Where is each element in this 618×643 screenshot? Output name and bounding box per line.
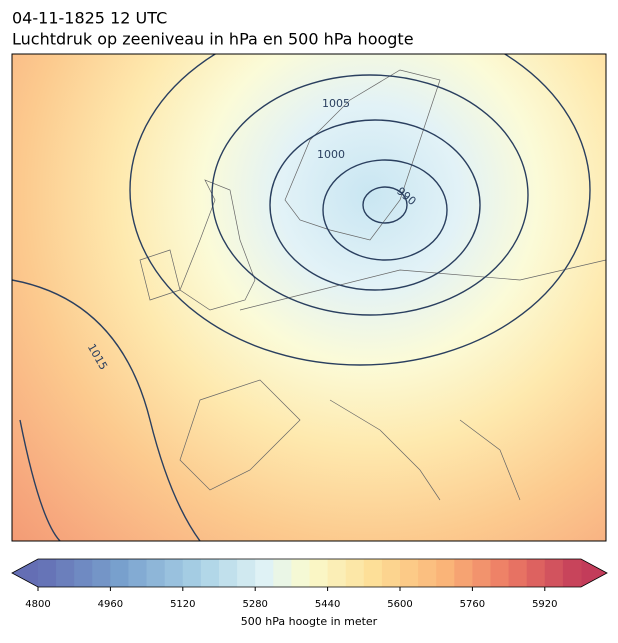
colorbar-frame	[11, 558, 608, 588]
colorbar-tick-label: 4960	[98, 599, 123, 610]
colorbar-segment	[146, 559, 166, 587]
colorbar-segment	[237, 559, 256, 587]
colorbar-tick-label: 5760	[460, 599, 485, 610]
colorbar-tick-label: 5920	[532, 599, 557, 610]
colorbar-segment	[454, 559, 473, 587]
colorbar-label: 500 hPa hoogte in meter	[241, 615, 378, 628]
colorbar-segment	[544, 559, 564, 587]
colorbar-segment	[92, 559, 111, 587]
colorbar-extend	[12, 559, 38, 587]
colorbar-segment	[309, 559, 329, 587]
colorbar-segment	[164, 559, 184, 587]
colorbar-segment	[508, 559, 528, 587]
colorbar-segment	[400, 559, 419, 587]
colorbar-segment	[219, 559, 238, 587]
colorbar-segment	[562, 559, 582, 587]
colorbar-segment	[291, 559, 310, 587]
map-area	[12, 54, 606, 541]
colorbar: 4800 4960 5120 5280 5440 5600 5760 5920	[11, 558, 608, 610]
colorbar-tick-label: 5600	[387, 599, 412, 610]
colorbar-segment	[110, 559, 129, 587]
colorbar-segment	[200, 559, 220, 587]
isobars	[12, 54, 591, 541]
colorbar-segment	[436, 559, 455, 587]
colorbar-segment	[128, 559, 148, 587]
colorbar-segment	[38, 559, 57, 587]
subtitle: Luchtdruk op zeeniveau in hPa en 500 hPa…	[12, 30, 414, 49]
colorbar-segment	[327, 559, 347, 587]
title: 04-11-1825 12 UTC	[12, 9, 167, 28]
colorbar-extend	[581, 559, 607, 587]
coastlines	[139, 69, 606, 501]
colorbar-segment	[255, 559, 274, 587]
colorbar-tick-label: 5280	[242, 599, 267, 610]
colorbar-segment	[490, 559, 510, 587]
colorbar-tick-label: 5440	[315, 599, 340, 610]
colorbar-segment	[273, 559, 292, 587]
colorbar-segment	[345, 559, 365, 587]
colorbar-segment	[74, 559, 93, 587]
colorbar-segment	[182, 559, 202, 587]
colorbar-segment	[363, 559, 383, 587]
colorbar-segment	[56, 559, 75, 587]
map-frame	[11, 53, 607, 542]
colorbar-segment	[381, 559, 401, 587]
colorbar-segment	[418, 559, 437, 587]
colorbar-segment	[526, 559, 546, 587]
colorbar-tick-label: 5120	[170, 599, 195, 610]
isobar-label: 1000	[317, 148, 345, 161]
height-field	[12, 54, 606, 541]
colorbar-segment	[472, 559, 491, 587]
colorbar-tick-label: 4800	[25, 599, 50, 610]
isobar-label: 1005	[322, 97, 350, 110]
